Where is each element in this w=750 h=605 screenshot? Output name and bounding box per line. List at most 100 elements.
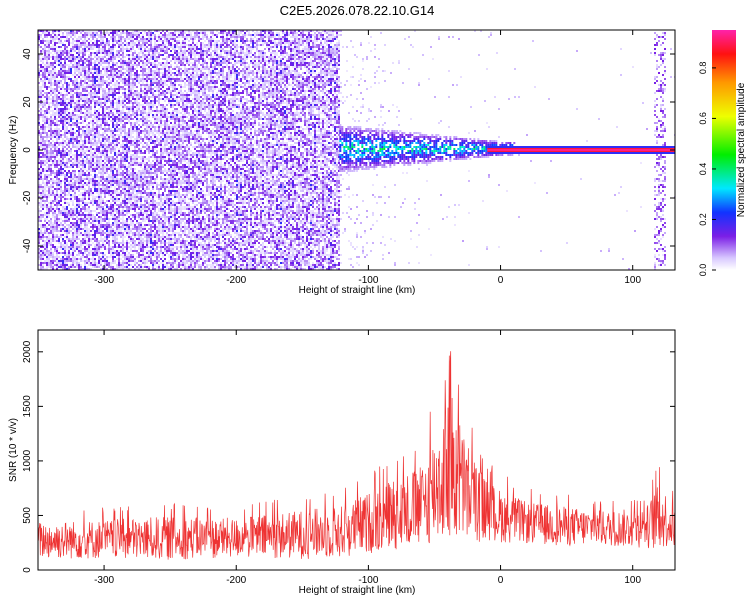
spectrogram-cell xyxy=(58,62,60,64)
spectrogram-cell xyxy=(50,62,52,64)
spectrogram-cell xyxy=(100,104,102,106)
spectrogram-cell xyxy=(110,256,112,258)
spectrogram-cell xyxy=(132,266,134,268)
spectrogram-cell xyxy=(40,110,42,112)
spectrogram-cell xyxy=(44,46,46,48)
spectrogram-cell xyxy=(86,34,88,36)
spectrogram-cell xyxy=(108,232,110,234)
spectrogram-cell xyxy=(40,114,42,116)
spectrogram-cell xyxy=(58,242,60,244)
spectrogram-cell xyxy=(96,214,98,216)
spectrogram-cell xyxy=(106,150,108,152)
spectrogram-cell xyxy=(142,178,144,180)
spectrogram-cell xyxy=(68,172,70,174)
spectrogram-cell xyxy=(70,158,72,160)
spectrogram-cell xyxy=(44,44,46,46)
spectrogram-cell xyxy=(40,34,42,36)
spectrogram-cell xyxy=(122,30,124,32)
spectrogram-cell xyxy=(114,114,116,116)
spectrogram-cell xyxy=(118,162,120,164)
spectrogram-cell xyxy=(128,242,130,244)
spectrogram-cell xyxy=(134,194,136,196)
spectrogram-cell xyxy=(64,190,66,192)
spectrogram-cell xyxy=(88,250,90,252)
spectrogram-cell xyxy=(62,34,64,36)
spectrogram-cell xyxy=(54,134,56,136)
spectrogram-cell xyxy=(50,78,52,80)
spectrogram-cell xyxy=(50,160,52,162)
spectrogram-cell xyxy=(84,96,86,98)
spectrogram-cell xyxy=(140,36,142,38)
spectrogram-cell xyxy=(64,116,66,118)
spectrogram-cell xyxy=(116,70,118,72)
spectrogram-cell xyxy=(46,30,48,32)
spectrogram-cell xyxy=(82,222,84,224)
spectrogram-cell xyxy=(74,138,76,140)
spectrogram-cell xyxy=(94,138,96,140)
spectrogram-cell xyxy=(40,252,42,254)
spectrogram-cell xyxy=(50,126,52,128)
spectrogram-cell xyxy=(50,158,52,160)
spectrogram-cell xyxy=(72,200,74,202)
spectrogram-cell xyxy=(142,230,144,232)
spectrogram-cell xyxy=(130,166,132,168)
spectrogram-cell xyxy=(142,80,144,82)
spectrogram-cell xyxy=(120,164,122,166)
spectrogram-cell xyxy=(68,190,70,192)
spectrogram-cell xyxy=(84,192,86,194)
spectrogram-cell xyxy=(54,100,56,102)
spectrogram-cell xyxy=(108,242,110,244)
spectrogram-cell xyxy=(128,164,130,166)
spectrogram-cell xyxy=(108,114,110,116)
spectrogram-cell xyxy=(104,226,106,228)
spectrogram-cell xyxy=(90,48,92,50)
spectrogram-cell xyxy=(104,130,106,132)
spectrogram-cell xyxy=(50,218,52,220)
spectrogram-cell xyxy=(142,186,144,188)
spectrogram-cell xyxy=(76,140,78,142)
spectrogram-cell xyxy=(76,218,78,220)
spectrogram-cell xyxy=(126,244,128,246)
spectrogram-cell xyxy=(70,260,72,262)
spectrogram-cell xyxy=(94,136,96,138)
spectrogram-cell xyxy=(126,202,128,204)
spectrogram-cell xyxy=(70,66,72,68)
spectrogram-cell xyxy=(68,116,70,118)
spectrogram-cell xyxy=(132,70,134,72)
spectrogram-cell xyxy=(64,126,66,128)
spectrogram-cell xyxy=(96,166,98,168)
spectrogram-cell xyxy=(84,30,86,32)
spectrogram-cell xyxy=(66,208,68,210)
spectrogram-cell xyxy=(94,44,96,46)
spectrogram-cell xyxy=(64,178,66,180)
spectrogram-cell xyxy=(44,50,46,52)
spectrogram-cell xyxy=(52,88,54,90)
spectrogram-cell xyxy=(76,42,78,44)
spectrogram-cell xyxy=(92,218,94,220)
spectrogram-cell xyxy=(126,258,128,260)
spectrogram-cell xyxy=(144,122,146,124)
spectrogram-cell xyxy=(82,146,84,148)
spectrogram-cell xyxy=(86,146,88,148)
spectrogram-cell xyxy=(138,58,140,60)
spectrogram-cell xyxy=(102,206,104,208)
spectrogram-cell xyxy=(106,124,108,126)
spectrogram-cell xyxy=(68,30,70,32)
spectrogram-cell xyxy=(92,74,94,76)
spectrogram-cell xyxy=(74,184,76,186)
spectrogram-cell xyxy=(134,176,136,178)
spectrogram-cell xyxy=(44,226,46,228)
spectrogram-cell xyxy=(60,64,62,66)
spectrogram-cell xyxy=(86,254,88,256)
spectrogram-cell xyxy=(46,60,48,62)
spectrogram-cell xyxy=(40,258,42,260)
spectrogram-cell xyxy=(40,104,42,106)
spectrogram-cell xyxy=(118,244,120,246)
spectrogram-cell xyxy=(86,30,88,32)
spectrogram-cell xyxy=(116,218,118,220)
spectrogram-cell xyxy=(80,144,82,146)
spectrogram-cell xyxy=(40,30,42,32)
spectrogram-cell xyxy=(120,232,122,234)
spectrogram-cell xyxy=(92,84,94,86)
spectrogram-cell xyxy=(72,186,74,188)
